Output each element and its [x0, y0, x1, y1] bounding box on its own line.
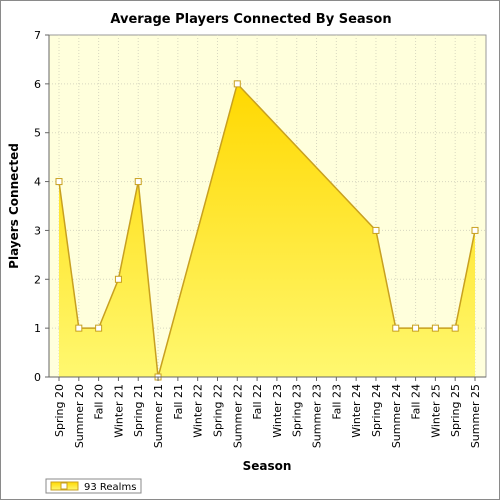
- x-axis-ticks: Spring 20 Summer 20 Fall 20 Winter 21 Spring…: [53, 377, 482, 448]
- x-tick-label: Spring 20: [53, 384, 66, 437]
- x-tick-label: Summer 23: [311, 384, 324, 448]
- legend: 93 Realms: [45, 478, 142, 494]
- series-area-fill: [59, 83, 475, 377]
- x-tick-label: Winter 23: [271, 384, 284, 438]
- data-point: [134, 178, 142, 186]
- data-point: [233, 80, 241, 88]
- x-tick-label: Fall 20: [93, 384, 106, 420]
- y-tick-label: 5: [34, 127, 41, 140]
- chart-title: Average Players Connected By Season: [110, 12, 391, 27]
- x-tick-label: Fall 23: [330, 384, 343, 420]
- y-tick-label: 0: [34, 371, 41, 384]
- data-point: [55, 178, 63, 186]
- data-point: [451, 324, 459, 332]
- y-tick-label: 4: [34, 176, 41, 189]
- x-tick-label: Winter 21: [112, 384, 125, 438]
- data-point: [75, 324, 83, 332]
- series-area: [59, 83, 475, 377]
- x-tick-label: Winter 25: [429, 384, 442, 438]
- x-tick-label: Fall 24: [410, 384, 423, 420]
- x-tick-label: Winter 24: [350, 384, 363, 438]
- legend-label: 93 Realms: [84, 482, 136, 493]
- data-point: [412, 324, 420, 332]
- x-tick-label: Fall 21: [172, 384, 185, 420]
- x-tick-label: Spring 21: [132, 384, 145, 437]
- data-point: [431, 324, 439, 332]
- x-tick-label: Summer 22: [231, 384, 244, 448]
- x-tick-label: Spring 23: [291, 384, 304, 437]
- x-tick-label: Summer 24: [390, 384, 403, 448]
- data-point: [114, 275, 122, 283]
- y-axis-label: Players Connected: [7, 143, 21, 269]
- data-point: [392, 324, 400, 332]
- legend-marker: [60, 482, 68, 490]
- x-tick-label: Summer 25: [469, 384, 482, 448]
- y-tick-label: 1: [34, 322, 41, 335]
- x-tick-label: Summer 21: [152, 384, 165, 448]
- data-point: [372, 226, 380, 234]
- x-axis-label: Season: [243, 459, 292, 473]
- data-point: [471, 226, 479, 234]
- data-point: [95, 324, 103, 332]
- x-tick-label: Spring 24: [370, 384, 383, 437]
- y-tick-label: 7: [34, 29, 41, 42]
- y-tick-label: 6: [34, 78, 41, 91]
- y-tick-label: 3: [34, 224, 41, 237]
- x-tick-label: Winter 22: [192, 384, 205, 438]
- y-axis-ticks: 0 1 2 3 4 5 6 7: [34, 29, 49, 384]
- x-tick-label: Fall 22: [251, 384, 264, 420]
- x-tick-label: Spring 22: [211, 384, 224, 437]
- x-tick-label: Spring 25: [449, 384, 462, 437]
- y-tick-label: 2: [34, 273, 41, 286]
- x-tick-label: Summer 20: [73, 384, 86, 448]
